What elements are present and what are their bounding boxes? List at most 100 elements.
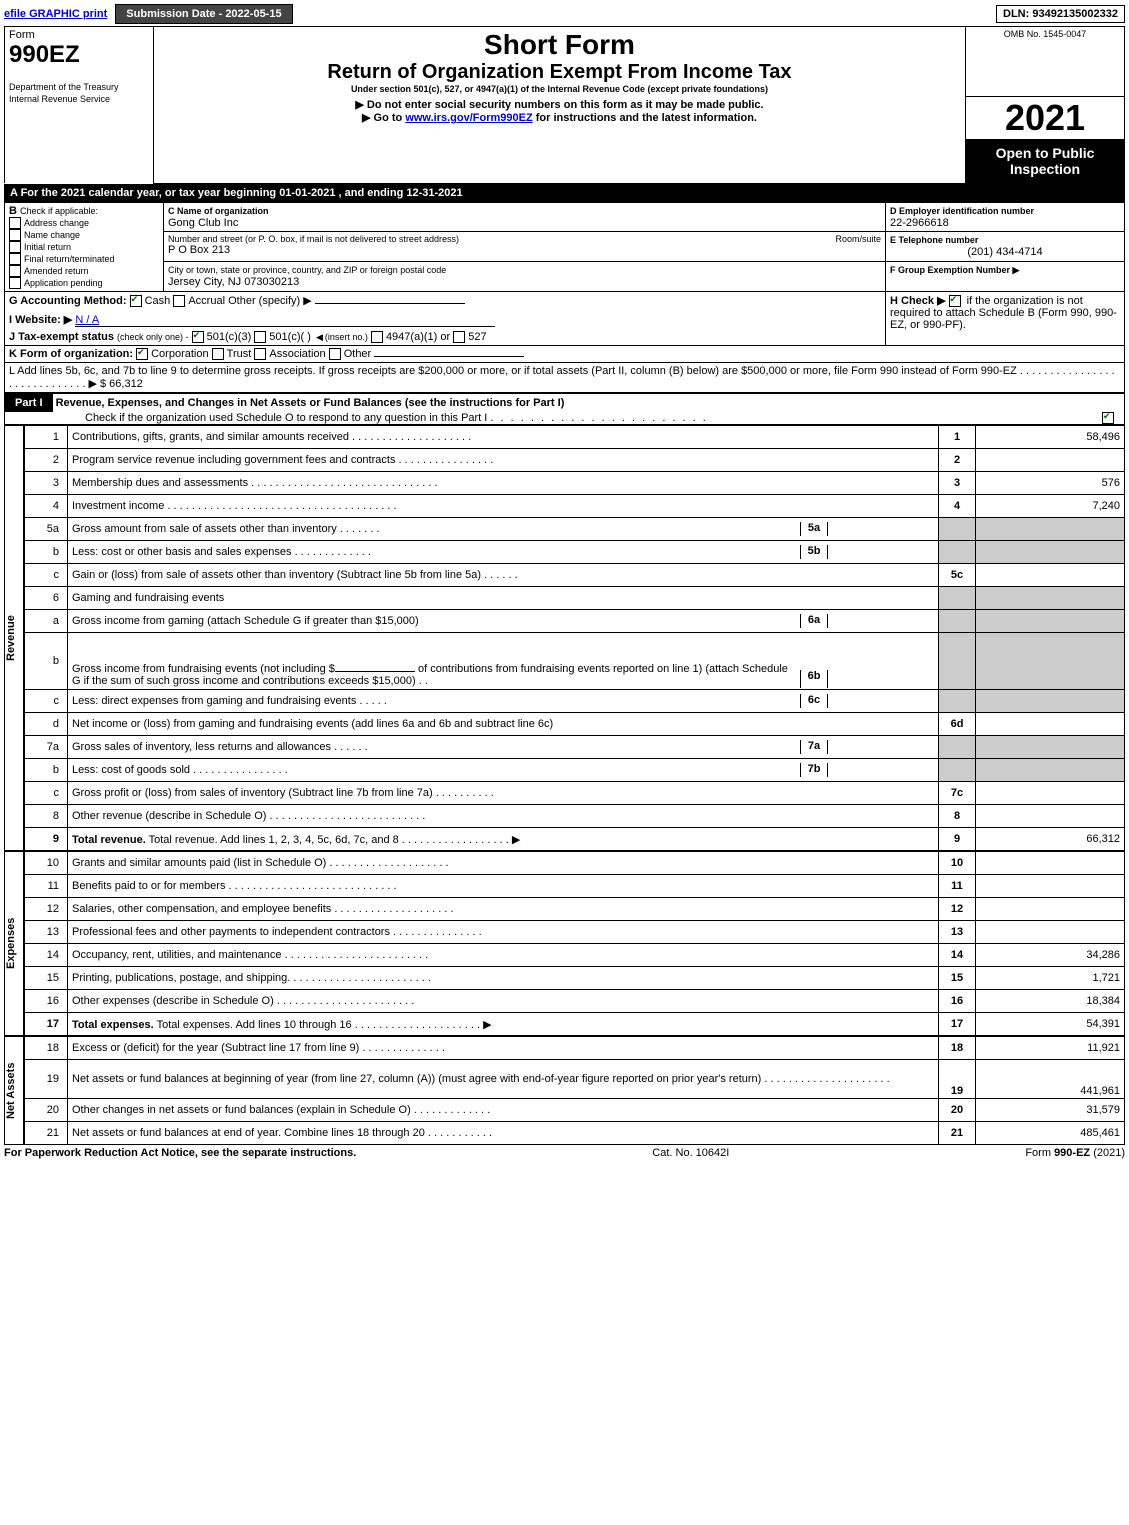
dots: . . . . . . . . . . . . . . . . . . . . … (490, 412, 707, 424)
checkbox-name-change[interactable] (9, 229, 21, 241)
opt-501c-b: ) (307, 331, 311, 343)
room-label: Room/suite (795, 234, 881, 244)
part1-header: Part I Revenue, Expenses, and Changes in… (4, 393, 1125, 425)
checkbox-h[interactable] (949, 295, 961, 307)
opt-initial-return: Initial return (24, 242, 71, 252)
netassets-section-label: Net Assets (4, 1036, 24, 1145)
box-j-label: J Tax-exempt status (9, 331, 114, 343)
footer: For Paperwork Reduction Act Notice, see … (4, 1147, 1125, 1159)
line-7a: 7aGross sales of inventory, less returns… (25, 736, 1125, 759)
netassets-body: Net Assets 18Excess or (deficit) for the… (4, 1036, 1125, 1145)
irs-link[interactable]: www.irs.gov/Form990EZ (405, 112, 532, 124)
checkbox-address-change[interactable] (9, 217, 21, 229)
footer-mid: Cat. No. 10642I (652, 1147, 729, 1159)
line-5c: cGain or (loss) from sale of assets othe… (25, 564, 1125, 587)
checkbox-final-return[interactable] (9, 253, 21, 265)
box-d-cell: D Employer identification number 22-2966… (886, 202, 1125, 232)
checkbox-other-org[interactable] (329, 348, 341, 360)
line-6a: aGross income from gaming (attach Schedu… (25, 610, 1125, 633)
checkbox-initial-return[interactable] (9, 241, 21, 253)
website-value[interactable]: N / A (75, 314, 99, 326)
ein-value: 22-2966618 (890, 217, 949, 229)
line-5b: bLess: cost or other basis and sales exp… (25, 541, 1125, 564)
opt-other-specify: Other (specify) ▶ (228, 295, 312, 307)
form-number-cell: Form 990EZ Department of the Treasury In… (5, 27, 154, 184)
box-l-text: L Add lines 5b, 6c, and 7b to line 9 to … (9, 365, 1115, 390)
checkbox-trust[interactable] (212, 348, 224, 360)
box-e-cell: E Telephone number (201) 434-4714 (886, 232, 1125, 262)
opt-other-org: Other (344, 348, 372, 360)
checkbox-501c3[interactable] (192, 331, 204, 343)
checkbox-accrual[interactable] (173, 295, 185, 307)
opt-527: 527 (468, 331, 486, 343)
year-open-cell: 2021 Open to Public Inspection (966, 96, 1125, 183)
box-k-label: K Form of organization: (9, 348, 133, 360)
instructions-cell: ▶ Do not enter social security numbers o… (154, 96, 966, 183)
line-16: 16Other expenses (describe in Schedule O… (25, 990, 1125, 1013)
line-13: 13Professional fees and other payments t… (25, 921, 1125, 944)
subtitle: Under section 501(c), 527, or 4947(a)(1)… (158, 84, 961, 94)
footer-left: For Paperwork Reduction Act Notice, see … (4, 1147, 356, 1159)
city-value: Jersey City, NJ 073030213 (168, 276, 299, 288)
box-b-label: B (9, 205, 17, 217)
opt-501c3: 501(c)(3) (207, 331, 252, 343)
checkbox-527[interactable] (453, 331, 465, 343)
opt-assoc: Association (269, 348, 325, 360)
checkbox-amended-return[interactable] (9, 265, 21, 277)
line-4: 4Investment income . . . . . . . . . . .… (25, 495, 1125, 518)
box-d-label: D Employer identification number (890, 206, 1034, 216)
checkbox-cash[interactable] (130, 295, 142, 307)
insert-no: (insert no.) (325, 332, 368, 342)
box-g-i-j-cell: G Accounting Method: Cash Accrual Other … (5, 292, 886, 346)
line-8: 8Other revenue (describe in Schedule O) … (25, 805, 1125, 828)
line-21: 21Net assets or fund balances at end of … (25, 1122, 1125, 1145)
phone-value: (201) 434-4714 (890, 246, 1120, 258)
city-label: City or town, state or province, country… (168, 265, 446, 275)
line-5a: 5aGross amount from sale of assets other… (25, 518, 1125, 541)
checkbox-assoc[interactable] (254, 348, 266, 360)
street-value: P O Box 213 (168, 244, 230, 256)
checkbox-application-pending[interactable] (9, 277, 21, 289)
expenses-body: Expenses 10Grants and similar amounts pa… (4, 851, 1125, 1036)
box-g-label: G Accounting Method: (9, 295, 127, 307)
box-f-label: F Group Exemption Number ▶ (890, 265, 1019, 275)
box-c-city-cell: City or town, state or province, country… (164, 262, 886, 292)
footer-right: Form 990-EZ (2021) (1025, 1147, 1125, 1159)
org-name: Gong Club Inc (168, 217, 238, 229)
box-c-street-cell: Number and street (or P. O. box, if mail… (164, 232, 886, 262)
box-k-cell: K Form of organization: Corporation Trus… (5, 346, 1125, 363)
opt-corp: Corporation (151, 348, 208, 360)
opt-accrual: Accrual (188, 295, 225, 307)
opt-trust: Trust (227, 348, 252, 360)
part1-check-text: Check if the organization used Schedule … (85, 412, 487, 424)
goto-pre: ▶ Go to (362, 112, 405, 124)
line-15: 15Printing, publications, postage, and s… (25, 967, 1125, 990)
ssn-warning: ▶ Do not enter social security numbers o… (158, 98, 961, 111)
box-h-cell: H Check ▶ if the organization is not req… (886, 292, 1125, 346)
line-19: 19Net assets or fund balances at beginni… (25, 1060, 1125, 1099)
opt-application-pending: Application pending (24, 278, 103, 288)
line-9: 9Total revenue. Total revenue. Add lines… (25, 828, 1125, 851)
expenses-section-label: Expenses (4, 851, 24, 1036)
tax-year: 2021 (966, 97, 1124, 139)
box-a: A For the 2021 calendar year, or tax yea… (4, 184, 1125, 202)
part1-body: Revenue 1Contributions, gifts, grants, a… (4, 425, 1125, 851)
opt-501c-a: 501(c)( (269, 331, 304, 343)
form-word: Form (9, 29, 35, 41)
revenue-section-label: Revenue (4, 425, 24, 851)
box-f-cell: F Group Exemption Number ▶ (886, 262, 1125, 292)
line-1: 1Contributions, gifts, grants, and simil… (25, 426, 1125, 449)
box-b-cell: B Check if applicable: Address change Na… (5, 202, 164, 292)
part1-label: Part I (5, 394, 53, 412)
opt-name-change: Name change (24, 230, 80, 240)
dln: DLN: 93492135002332 (996, 5, 1125, 23)
efile-print-link[interactable]: efile GRAPHIC print (4, 8, 107, 20)
revenue-lines: 1Contributions, gifts, grants, and simil… (24, 425, 1125, 851)
open-inspection: Open to Public Inspection (966, 139, 1124, 183)
checkbox-501c[interactable] (254, 331, 266, 343)
checkbox-corp[interactable] (136, 348, 148, 360)
checkbox-4947[interactable] (371, 331, 383, 343)
opt-amended-return: Amended return (24, 266, 89, 276)
checkbox-schedule-o[interactable] (1102, 412, 1114, 424)
short-form-title: Short Form (158, 29, 961, 61)
